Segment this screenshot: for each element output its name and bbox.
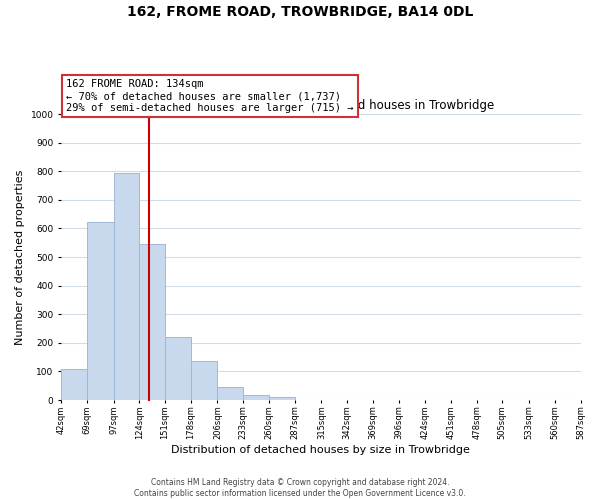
Bar xyxy=(61,370,87,400)
Bar xyxy=(243,395,269,400)
Y-axis label: Number of detached properties: Number of detached properties xyxy=(15,170,25,345)
Text: 162 FROME ROAD: 134sqm
← 70% of detached houses are smaller (1,737)
29% of semi-: 162 FROME ROAD: 134sqm ← 70% of detached… xyxy=(67,80,354,112)
Text: Contains HM Land Registry data © Crown copyright and database right 2024.
Contai: Contains HM Land Registry data © Crown c… xyxy=(134,478,466,498)
Bar xyxy=(165,337,191,400)
Bar xyxy=(113,174,139,400)
Text: 162, FROME ROAD, TROWBRIDGE, BA14 0DL: 162, FROME ROAD, TROWBRIDGE, BA14 0DL xyxy=(127,5,473,19)
X-axis label: Distribution of detached houses by size in Trowbridge: Distribution of detached houses by size … xyxy=(172,445,470,455)
Bar xyxy=(269,397,295,400)
Title: Size of property relative to detached houses in Trowbridge: Size of property relative to detached ho… xyxy=(148,98,494,112)
Bar xyxy=(191,362,217,400)
Bar xyxy=(139,244,165,400)
Bar xyxy=(87,222,113,400)
Bar xyxy=(217,387,243,400)
